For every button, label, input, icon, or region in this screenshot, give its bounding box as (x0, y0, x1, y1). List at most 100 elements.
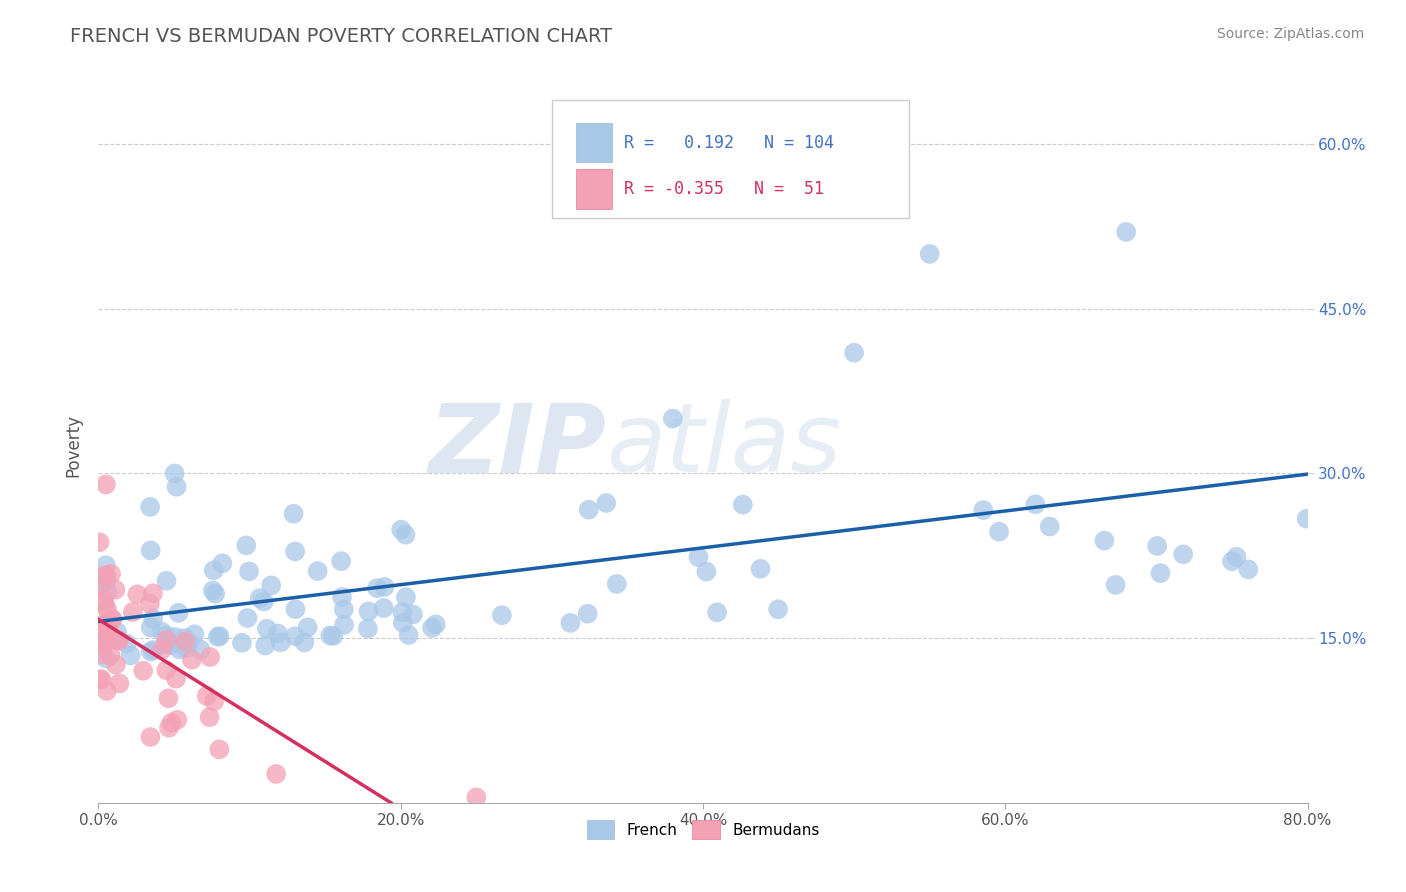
Point (104, 657, 127, 672)
Point (97, 615, 120, 629)
Point (236, 611, 259, 625)
Point (142, 586, 165, 600)
Point (391, 605, 413, 619)
Point (183, 627, 205, 641)
Point (94, 633, 117, 648)
Point (322, 629, 344, 643)
Point (90, 672, 112, 686)
Point (918, 247, 941, 261)
Point (1146, 539, 1168, 553)
Point (1295, 511, 1317, 525)
Point (844, 345, 866, 359)
Point (330, 590, 353, 604)
Point (121, 605, 143, 619)
Point (180, 653, 202, 667)
Point (202, 563, 225, 577)
FancyBboxPatch shape (576, 169, 613, 209)
Point (292, 635, 315, 649)
Text: ZIP: ZIP (429, 400, 606, 492)
Point (96, 568, 118, 582)
Point (165, 630, 187, 644)
Point (576, 607, 599, 621)
Point (173, 631, 195, 645)
Point (198, 710, 221, 724)
Point (297, 620, 319, 634)
Point (195, 689, 218, 703)
Point (235, 538, 257, 552)
Point (120, 648, 142, 663)
Point (395, 591, 418, 605)
Point (560, 615, 582, 630)
Point (155, 637, 177, 651)
Point (157, 721, 180, 735)
Point (1237, 562, 1260, 576)
Point (97, 621, 120, 635)
Point (94, 574, 117, 589)
Point (207, 630, 229, 644)
Point (319, 628, 342, 642)
Point (366, 581, 388, 595)
Point (1104, 578, 1126, 592)
Point (160, 715, 183, 730)
Point (139, 500, 162, 514)
Text: R =   0.192   N = 104: R = 0.192 N = 104 (624, 134, 834, 152)
Point (254, 639, 277, 653)
Point (373, 601, 395, 615)
Point (491, 608, 513, 623)
Point (155, 628, 177, 642)
Point (249, 591, 271, 605)
Point (595, 496, 617, 510)
Point (94, 477, 117, 491)
Point (425, 617, 447, 632)
Text: FRENCH VS BERMUDAN POVERTY CORRELATION CHART: FRENCH VS BERMUDAN POVERTY CORRELATION C… (70, 27, 613, 45)
Point (284, 602, 307, 616)
Point (389, 523, 412, 537)
Point (392, 615, 415, 630)
Point (132, 664, 155, 678)
Point (394, 527, 416, 541)
Point (398, 628, 420, 642)
Point (253, 594, 276, 608)
Point (105, 625, 128, 640)
Point (333, 618, 356, 632)
FancyBboxPatch shape (576, 123, 613, 162)
Point (96, 684, 118, 698)
Point (139, 543, 162, 558)
Point (231, 636, 253, 650)
FancyBboxPatch shape (551, 100, 908, 218)
Point (100, 566, 122, 581)
Point (706, 605, 728, 619)
Point (174, 634, 197, 648)
Point (101, 612, 124, 626)
Point (89, 535, 111, 549)
Point (357, 604, 380, 618)
Point (93, 632, 115, 647)
Point (142, 643, 165, 657)
Point (270, 635, 292, 649)
Point (284, 544, 307, 558)
Point (98, 633, 121, 648)
Text: Source: ZipAtlas.com: Source: ZipAtlas.com (1216, 27, 1364, 41)
Point (94, 598, 117, 612)
Point (94, 651, 117, 665)
Point (97, 584, 120, 599)
Point (202, 694, 225, 708)
Point (211, 557, 233, 571)
Point (91, 647, 114, 661)
Point (208, 629, 231, 643)
Point (190, 642, 212, 657)
Point (150, 643, 173, 657)
Y-axis label: Poverty: Poverty (65, 415, 83, 477)
Point (267, 626, 290, 640)
Point (1173, 547, 1195, 561)
Point (179, 635, 201, 649)
Point (96, 602, 118, 616)
Point (108, 633, 131, 648)
Point (139, 730, 162, 744)
Point (1024, 497, 1046, 511)
Point (330, 554, 353, 568)
Text: R = -0.355   N =  51: R = -0.355 N = 51 (624, 180, 824, 198)
Point (100, 648, 122, 663)
Legend: French, Bermudans: French, Bermudans (581, 814, 825, 845)
Point (108, 676, 131, 690)
